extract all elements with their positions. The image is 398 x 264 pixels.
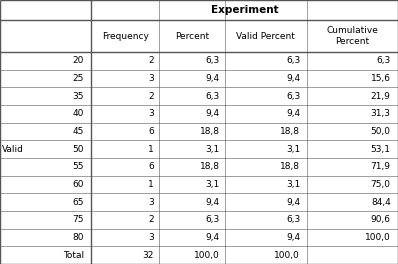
- Text: 15,6: 15,6: [371, 74, 391, 83]
- Text: 75: 75: [72, 215, 84, 224]
- Text: 2: 2: [148, 215, 154, 224]
- Text: 6,3: 6,3: [377, 56, 391, 65]
- Text: 40: 40: [72, 109, 84, 118]
- Text: 100,0: 100,0: [194, 251, 220, 260]
- Text: Total: Total: [63, 251, 84, 260]
- Text: 2: 2: [148, 92, 154, 101]
- Text: 55: 55: [72, 162, 84, 171]
- Text: 3,1: 3,1: [205, 145, 220, 154]
- Text: Valid Percent: Valid Percent: [236, 31, 295, 41]
- Text: 6: 6: [148, 162, 154, 171]
- Text: 75,0: 75,0: [371, 180, 391, 189]
- Text: 6,3: 6,3: [205, 92, 220, 101]
- Text: Frequency: Frequency: [102, 31, 149, 41]
- Text: 9,4: 9,4: [286, 74, 300, 83]
- Text: 9,4: 9,4: [205, 74, 220, 83]
- Text: 50,0: 50,0: [371, 127, 391, 136]
- Text: 3: 3: [148, 74, 154, 83]
- Text: 6,3: 6,3: [205, 215, 220, 224]
- Text: 35: 35: [72, 92, 84, 101]
- Text: 45: 45: [72, 127, 84, 136]
- Text: 100,0: 100,0: [365, 233, 391, 242]
- Text: 9,4: 9,4: [205, 109, 220, 118]
- Text: 84,4: 84,4: [371, 198, 391, 207]
- Text: 20: 20: [72, 56, 84, 65]
- Text: 18,8: 18,8: [280, 162, 300, 171]
- Text: 80: 80: [72, 233, 84, 242]
- Text: 50: 50: [72, 145, 84, 154]
- Text: 6,3: 6,3: [286, 56, 300, 65]
- Text: 9,4: 9,4: [286, 233, 300, 242]
- Text: 18,8: 18,8: [199, 162, 220, 171]
- Text: 9,4: 9,4: [205, 198, 220, 207]
- Text: 65: 65: [72, 198, 84, 207]
- Text: 18,8: 18,8: [199, 127, 220, 136]
- Text: 6,3: 6,3: [286, 215, 300, 224]
- Text: 9,4: 9,4: [205, 233, 220, 242]
- Text: 53,1: 53,1: [371, 145, 391, 154]
- Text: 71,9: 71,9: [371, 162, 391, 171]
- Text: 3: 3: [148, 198, 154, 207]
- Text: 9,4: 9,4: [286, 198, 300, 207]
- Text: 90,6: 90,6: [371, 215, 391, 224]
- Text: 1: 1: [148, 180, 154, 189]
- Text: 3,1: 3,1: [286, 180, 300, 189]
- Text: 2: 2: [148, 56, 154, 65]
- Text: 9,4: 9,4: [286, 109, 300, 118]
- Text: 3: 3: [148, 109, 154, 118]
- Text: 100,0: 100,0: [274, 251, 300, 260]
- Text: 60: 60: [72, 180, 84, 189]
- Text: 1: 1: [148, 145, 154, 154]
- Text: 6,3: 6,3: [205, 56, 220, 65]
- Text: 32: 32: [142, 251, 154, 260]
- Text: 21,9: 21,9: [371, 92, 391, 101]
- Text: Percent: Percent: [175, 31, 209, 41]
- Text: 3: 3: [148, 233, 154, 242]
- Text: Cumulative
Percent: Cumulative Percent: [326, 26, 378, 46]
- Text: 31,3: 31,3: [371, 109, 391, 118]
- Text: 6: 6: [148, 127, 154, 136]
- Text: 3,1: 3,1: [205, 180, 220, 189]
- Text: 6,3: 6,3: [286, 92, 300, 101]
- Text: Valid: Valid: [2, 145, 23, 154]
- Text: 3,1: 3,1: [286, 145, 300, 154]
- Text: 18,8: 18,8: [280, 127, 300, 136]
- Text: Experiment: Experiment: [211, 5, 279, 15]
- Text: 25: 25: [72, 74, 84, 83]
